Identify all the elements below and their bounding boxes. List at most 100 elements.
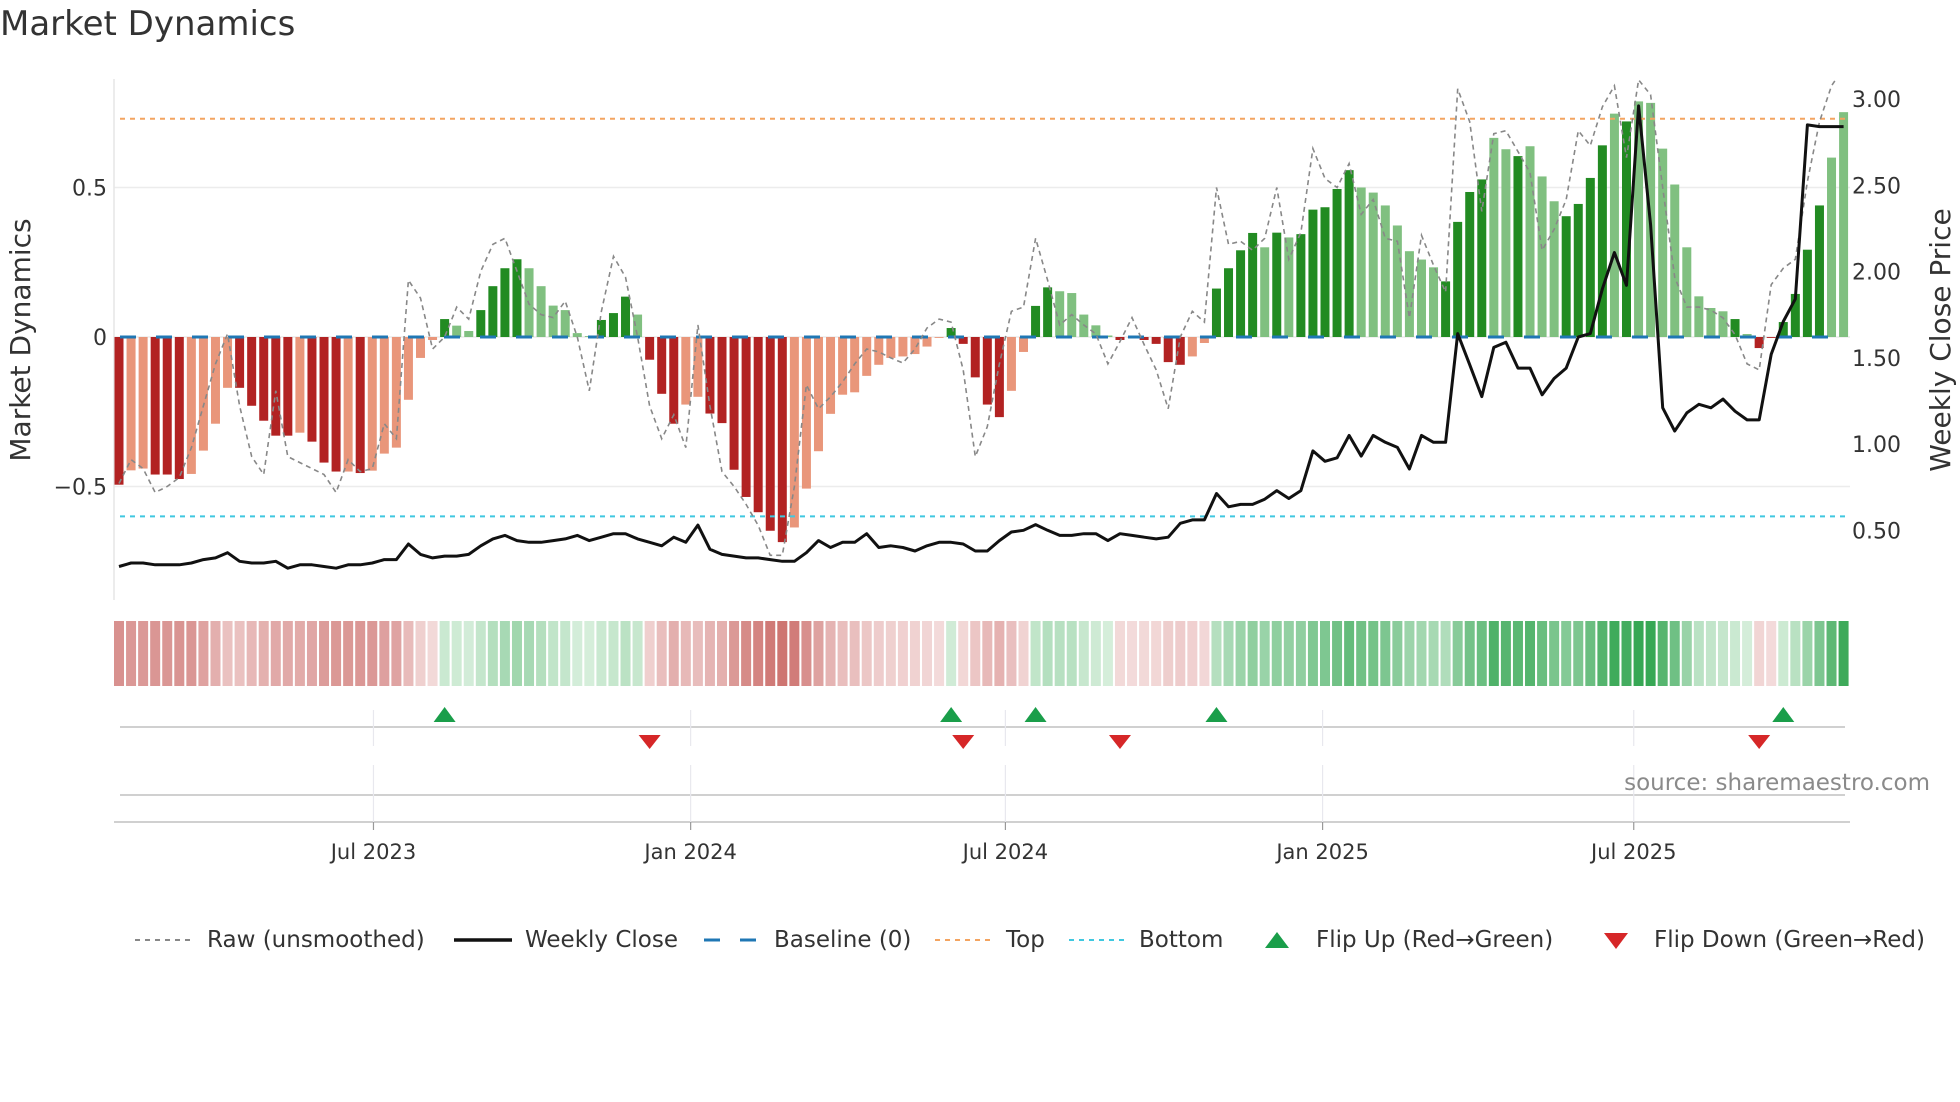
strip-cell <box>837 621 848 686</box>
bar <box>1802 249 1812 337</box>
bar <box>379 337 389 454</box>
bar <box>572 333 582 337</box>
strip-cell <box>1307 621 1318 686</box>
strip-cell <box>717 621 727 686</box>
strip-cell <box>1561 621 1572 686</box>
bar <box>753 337 763 513</box>
strip-cell <box>1320 621 1330 686</box>
strip-cell <box>1163 621 1174 686</box>
bar <box>596 319 606 337</box>
bar <box>1513 156 1523 337</box>
bar <box>1055 291 1065 337</box>
bar <box>1730 319 1740 337</box>
strip-cell <box>1090 621 1101 686</box>
left-axis-label: Market Dynamics <box>4 218 37 461</box>
strip-cell <box>680 621 691 686</box>
strip-cell <box>319 621 330 686</box>
bar <box>669 337 679 424</box>
strip-cell <box>162 621 173 686</box>
bar <box>1766 337 1776 338</box>
bar <box>826 337 836 414</box>
dotted-cyan-line-icon <box>1069 939 1125 941</box>
strip-cell <box>825 621 836 686</box>
strip-cell <box>1392 621 1403 686</box>
bar <box>343 337 353 472</box>
strip-cell <box>1175 621 1186 686</box>
strip-cell <box>1102 621 1113 686</box>
strip-cell <box>958 621 969 686</box>
strip-cell <box>1717 621 1728 686</box>
bar <box>1477 179 1487 337</box>
strip-cell <box>1609 621 1620 686</box>
strip-cell <box>1826 621 1837 686</box>
bar <box>512 259 522 337</box>
bar <box>657 337 667 394</box>
strip-cell <box>1573 621 1584 686</box>
strip-cell <box>1283 621 1294 686</box>
bar <box>1658 148 1668 337</box>
x-tick-label: Jul 2024 <box>961 840 1048 864</box>
bar <box>1634 101 1644 337</box>
bar <box>355 337 365 474</box>
strip-cell <box>1597 621 1608 686</box>
strip-cell <box>1633 621 1644 686</box>
strip-cell <box>1512 621 1523 686</box>
bar <box>1163 337 1173 363</box>
bar <box>1537 176 1547 337</box>
bar <box>198 337 208 451</box>
bar <box>1718 311 1728 337</box>
strip-cell <box>1223 621 1234 686</box>
strip-cell <box>1766 621 1777 686</box>
bar <box>994 337 1004 418</box>
bar <box>1622 121 1631 338</box>
bar <box>1814 205 1824 337</box>
bar <box>633 314 643 337</box>
strip-cell <box>234 621 245 686</box>
left-tick-label: 0 <box>93 326 107 351</box>
bar <box>1827 157 1837 337</box>
strip-cell <box>1645 621 1656 686</box>
strip-cell <box>1247 621 1258 686</box>
bar <box>838 337 848 395</box>
bar <box>1380 205 1390 337</box>
bar <box>1453 221 1463 337</box>
strip-cell <box>1440 621 1451 686</box>
strip-cell <box>1030 621 1041 686</box>
strip-cell <box>294 621 305 686</box>
bar <box>608 313 618 337</box>
strip-cell <box>982 621 993 686</box>
legend-label: Bottom <box>1139 927 1224 953</box>
strip-cell <box>186 621 197 686</box>
strip-cell <box>1127 621 1138 686</box>
strip-cell <box>403 621 414 686</box>
bar <box>174 337 184 480</box>
bar <box>1489 137 1499 337</box>
strip-cell <box>1476 621 1487 686</box>
bar <box>1670 184 1680 337</box>
strip-cell <box>258 621 269 686</box>
strip-cell <box>1404 621 1415 686</box>
bar <box>1549 201 1559 337</box>
x-tick-label: Jul 2025 <box>1589 840 1676 864</box>
bar <box>1019 337 1028 352</box>
bar <box>693 337 703 397</box>
bar <box>162 337 172 475</box>
flip-panel <box>114 726 1850 823</box>
strip-cell <box>632 621 643 686</box>
bar <box>1006 337 1016 391</box>
strip-cell <box>1151 621 1162 686</box>
bar <box>1441 281 1451 337</box>
strip-cell <box>548 621 559 686</box>
strip-cell <box>1621 621 1632 686</box>
bar <box>307 337 317 442</box>
strip-cell <box>1488 621 1499 686</box>
strip-cell <box>753 621 764 686</box>
bar <box>210 337 220 424</box>
smoothed-bars <box>114 101 1849 543</box>
bar <box>1043 287 1053 337</box>
bar <box>476 310 486 337</box>
strip-cell <box>1693 621 1704 686</box>
strip-cell <box>1585 621 1596 686</box>
bar <box>1284 237 1294 337</box>
